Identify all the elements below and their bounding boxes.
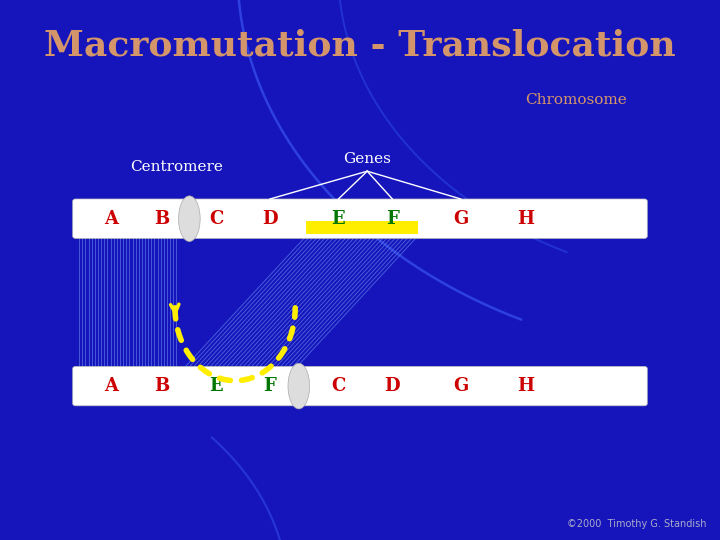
Text: F: F xyxy=(386,210,399,228)
Text: E: E xyxy=(210,377,222,395)
Text: F: F xyxy=(264,377,276,395)
Ellipse shape xyxy=(288,363,310,409)
Text: E: E xyxy=(332,210,345,228)
Text: Genes: Genes xyxy=(343,152,391,166)
Text: Chromosome: Chromosome xyxy=(525,93,627,107)
Text: Macromutation - Translocation: Macromutation - Translocation xyxy=(44,29,676,63)
Text: A: A xyxy=(104,210,119,228)
Text: G: G xyxy=(453,377,469,395)
FancyBboxPatch shape xyxy=(73,199,647,239)
Text: Centromere: Centromere xyxy=(130,160,222,174)
Text: B: B xyxy=(154,377,170,395)
Text: A: A xyxy=(104,377,119,395)
Text: D: D xyxy=(262,210,278,228)
Text: B: B xyxy=(154,210,170,228)
Text: G: G xyxy=(453,210,469,228)
Text: ©2000  Timothy G. Standish: ©2000 Timothy G. Standish xyxy=(567,519,707,529)
Text: C: C xyxy=(209,210,223,228)
Text: D: D xyxy=(384,377,400,395)
Ellipse shape xyxy=(179,196,200,241)
Text: H: H xyxy=(517,210,534,228)
FancyBboxPatch shape xyxy=(73,366,647,406)
Text: C: C xyxy=(331,377,346,395)
Bar xyxy=(306,221,418,234)
Text: H: H xyxy=(517,377,534,395)
